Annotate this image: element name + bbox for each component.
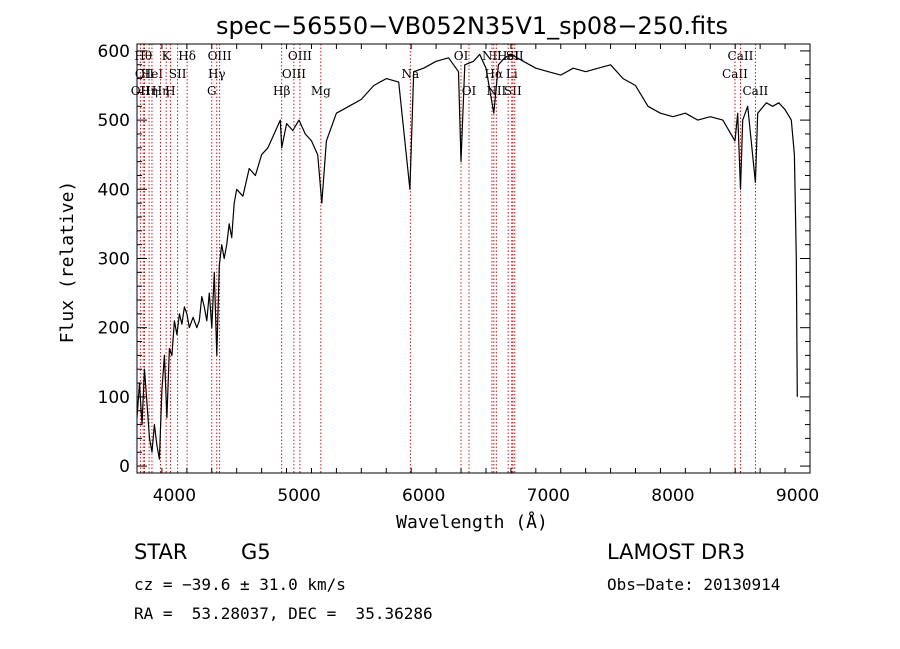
- survey-name: LAMOST DR3: [607, 540, 746, 564]
- flux-series: [136, 53, 798, 460]
- spectral-line-markers: OIIHθOIIHηHeIHηKHSIIHδGHγOIIIHβOIIIOIIIM…: [131, 44, 769, 473]
- line-marker-label: SII: [504, 84, 522, 98]
- line-marker-label: CaII: [722, 67, 748, 81]
- line-marker-label: Hθ: [134, 49, 152, 63]
- x-tick-label: 5000: [277, 486, 320, 506]
- ra-dec-coordinates: RA = 53.28037, DEC = 35.36286: [134, 604, 433, 623]
- line-marker-label: Mg: [311, 84, 331, 98]
- y-tick-label: 0: [119, 457, 130, 477]
- chart-title: spec−56550−VB052N35V1_sp08−250.fits: [216, 12, 728, 40]
- observation-date: Obs−Date: 20130914: [607, 575, 781, 594]
- line-marker-label: Hη: [140, 84, 158, 98]
- line-marker-label: HeI: [141, 67, 164, 81]
- line-marker-label: OI: [462, 84, 477, 98]
- flux-line: [136, 53, 798, 460]
- x-tick-label: 9000: [776, 486, 819, 506]
- line-marker-label: Hβ: [273, 84, 290, 98]
- y-tick-label: 200: [98, 319, 130, 339]
- line-marker-label: Hδ: [178, 49, 196, 63]
- x-tick-label: 8000: [651, 486, 694, 506]
- x-tick-label: 4000: [153, 486, 196, 506]
- x-axis: 4000 5000 6000 7000 8000 9000: [136, 44, 819, 506]
- line-marker-label: OIII: [208, 49, 232, 63]
- plot-frame: [136, 43, 811, 474]
- x-axis-label: Wavelength (Å): [396, 511, 548, 533]
- line-marker-label: OIII: [288, 49, 312, 63]
- y-axis: 0 100 200 300 400 500 600: [98, 42, 810, 477]
- line-marker-label: Na: [401, 67, 419, 81]
- x-tick-label: 6000: [402, 486, 445, 506]
- line-marker-label: K: [162, 49, 172, 63]
- line-marker-label: H: [165, 84, 175, 98]
- line-marker-label: OII: [135, 67, 155, 81]
- line-marker-label: NII: [482, 49, 502, 63]
- line-marker-label: CaII: [742, 84, 768, 98]
- line-marker-label: G: [207, 84, 217, 98]
- y-tick-label: 400: [98, 180, 130, 200]
- y-tick-label: 500: [98, 111, 130, 131]
- y-tick-label: 100: [98, 388, 130, 408]
- line-marker-label: OIII: [282, 67, 306, 81]
- line-marker-label: CaII: [728, 49, 754, 63]
- line-marker-label: OI: [454, 49, 469, 63]
- x-tick-label: 7000: [527, 486, 570, 506]
- y-tick-label: 600: [98, 42, 130, 62]
- line-marker-label: Hγ: [208, 67, 226, 81]
- y-tick-label: 300: [98, 250, 130, 270]
- line-marker-label: SII: [169, 67, 187, 81]
- object-type: STAR: [134, 540, 188, 564]
- line-marker-label: OII: [131, 84, 151, 98]
- line-marker-label: Li: [506, 67, 518, 81]
- redshift-cz: cz = −39.6 ± 31.0 km/s: [134, 575, 346, 594]
- y-axis-label: Flux (relative): [57, 181, 78, 344]
- line-marker-label: Hη: [152, 84, 170, 98]
- spectral-subclass: G5: [241, 540, 271, 564]
